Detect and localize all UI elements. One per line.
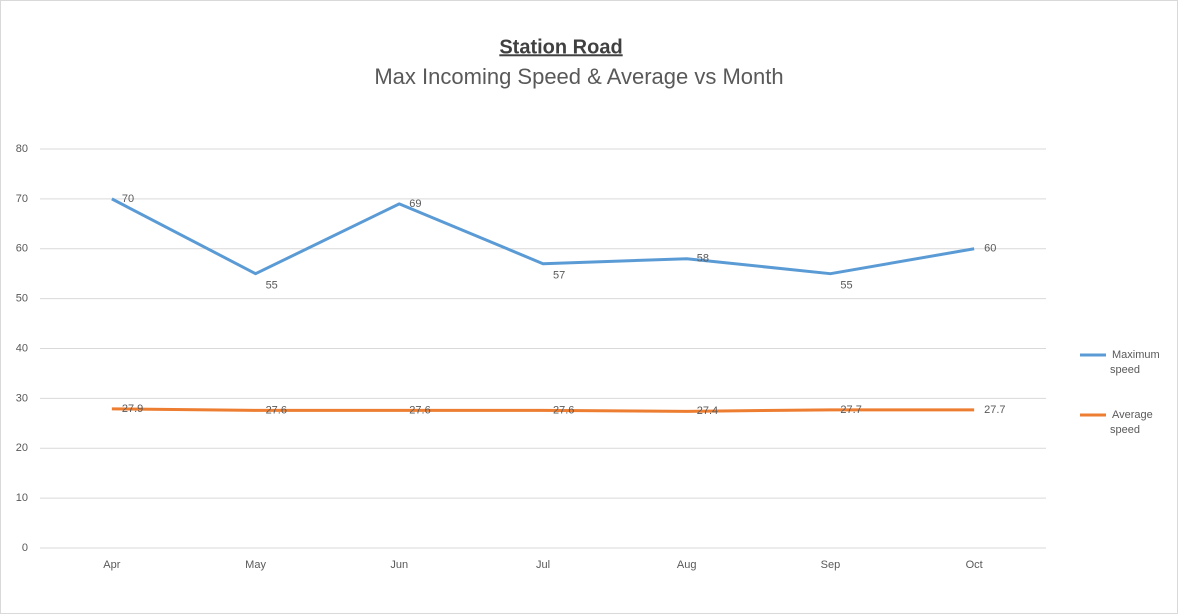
chart-title: Station Road [499, 36, 622, 58]
data-label: 27.7 [984, 404, 1005, 416]
x-tick-label: Jul [536, 559, 550, 571]
y-tick-label: 80 [16, 143, 28, 155]
chart-subtitle: Max Incoming Speed & Average vs Month [374, 64, 783, 89]
data-label: 27.7 [840, 404, 861, 416]
y-tick-label: 10 [16, 492, 28, 504]
y-tick-label: 0 [22, 542, 28, 554]
data-label: 58 [697, 253, 709, 265]
y-tick-label: 60 [16, 243, 28, 255]
x-tick-label: Aug [677, 559, 697, 571]
data-label: 55 [266, 280, 278, 292]
data-label: 27.6 [553, 404, 574, 416]
data-label: 55 [840, 280, 852, 292]
x-tick-label: Oct [966, 559, 983, 571]
series-line [111, 407, 975, 413]
data-label: 27.4 [697, 405, 718, 417]
data-label: 70 [122, 193, 134, 205]
x-tick-label: May [245, 559, 266, 571]
data-label: 27.6 [266, 404, 287, 416]
x-tick-label: Sep [821, 559, 841, 571]
series-line [111, 197, 975, 276]
x-tick-label: Jun [390, 559, 408, 571]
y-tick-label: 70 [16, 193, 28, 205]
legend-label: Maximum speed [1110, 349, 1160, 376]
legend-label: Average speed [1110, 409, 1153, 436]
y-tick-label: 30 [16, 392, 28, 404]
data-label: 57 [553, 270, 565, 282]
data-label: 27.6 [409, 404, 430, 416]
data-label: 27.9 [122, 403, 143, 415]
y-tick-label: 40 [16, 342, 28, 354]
data-label: 60 [984, 243, 996, 255]
data-label: 69 [409, 198, 421, 210]
x-tick-label: Apr [103, 559, 120, 571]
y-tick-label: 50 [16, 293, 28, 305]
y-tick-label: 20 [16, 442, 28, 454]
